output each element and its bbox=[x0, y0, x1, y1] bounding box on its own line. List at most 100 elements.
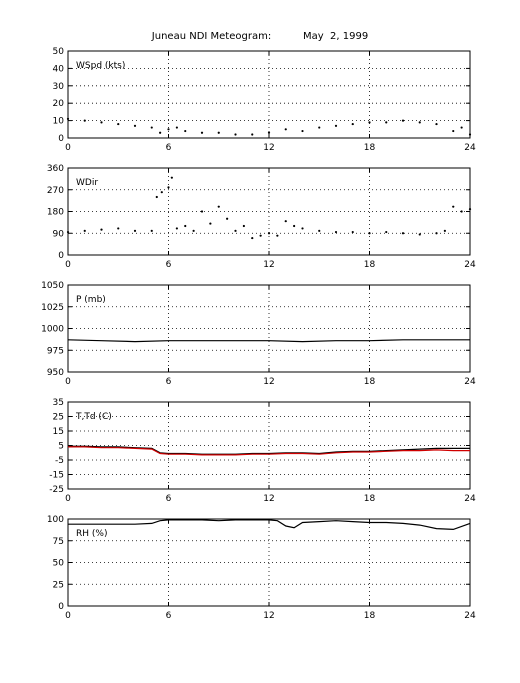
y-tick-label: 25 bbox=[53, 413, 64, 423]
data-point-wdir bbox=[226, 217, 229, 220]
x-tick-label: 12 bbox=[263, 611, 274, 621]
series-line-temp-1 bbox=[68, 446, 470, 456]
data-point-wspd bbox=[83, 119, 86, 122]
data-point-wdir bbox=[217, 205, 220, 208]
x-tick-label: 24 bbox=[464, 143, 476, 153]
panel-wdir: 0 6 12 18 24 0 90 180 270 360 WDir bbox=[47, 164, 476, 270]
x-tick-label: 24 bbox=[464, 611, 476, 621]
title-station: Juneau NDI Meteogram: bbox=[151, 31, 272, 42]
data-point-wdir bbox=[259, 234, 262, 237]
x-tick-label: 0 bbox=[65, 494, 71, 504]
axes-frame-wspd bbox=[67, 50, 471, 139]
x-tick-label: 0 bbox=[65, 377, 71, 387]
x-tick-label: 18 bbox=[364, 377, 376, 387]
series-line-rh-0 bbox=[68, 519, 471, 531]
x-tick-label: 24 bbox=[464, 377, 476, 387]
x-tick-label: 6 bbox=[166, 377, 172, 387]
y-tick-label: 20 bbox=[53, 99, 65, 109]
x-tick-label: 18 bbox=[364, 494, 376, 504]
data-point-wdir bbox=[318, 229, 321, 232]
data-point-wspd bbox=[452, 129, 455, 133]
data-point-wdir bbox=[200, 210, 204, 213]
y-tick-label: 975 bbox=[47, 346, 64, 356]
y-tick-label: 30 bbox=[53, 82, 65, 92]
data-point-wspd bbox=[284, 128, 287, 131]
x-tick-label: 12 bbox=[263, 260, 274, 270]
data-point-wdir bbox=[184, 224, 187, 228]
x-tick-label: 24 bbox=[464, 494, 476, 504]
data-point-wdir bbox=[234, 229, 237, 232]
data-point-wspd bbox=[66, 117, 70, 120]
data-point-wdir bbox=[468, 207, 472, 211]
data-point-wdir bbox=[418, 233, 421, 236]
data-point-wspd bbox=[435, 122, 438, 126]
x-tick-label: 6 bbox=[166, 494, 172, 504]
y-tick-label: 1025 bbox=[41, 303, 64, 313]
data-point-wspd bbox=[301, 129, 304, 133]
x-tick-label: 24 bbox=[464, 260, 476, 270]
panel-label-rh: RH (%) bbox=[76, 529, 107, 539]
data-point-wdir bbox=[435, 232, 438, 235]
data-point-wspd bbox=[117, 122, 120, 126]
panel-label-temp: T,Td (C) bbox=[75, 412, 112, 422]
data-point-wdir bbox=[83, 229, 86, 232]
data-point-wdir bbox=[133, 229, 137, 232]
data-point-wspd bbox=[251, 133, 254, 136]
series-line-pressure-0 bbox=[67, 339, 470, 343]
data-point-wdir bbox=[452, 205, 455, 208]
data-point-wspd bbox=[167, 128, 170, 131]
data-point-wdir bbox=[293, 224, 296, 228]
y-tick-label: 35 bbox=[53, 398, 64, 408]
y-tick-label: 10 bbox=[53, 117, 65, 127]
y-tick-label: 90 bbox=[53, 229, 65, 239]
data-point-wdir bbox=[160, 191, 163, 194]
series-line-temp-0 bbox=[68, 445, 470, 455]
title-date: May 2, 1999 bbox=[303, 31, 369, 42]
data-point-wdir bbox=[385, 230, 388, 234]
data-point-wspd bbox=[175, 126, 178, 129]
x-tick-label: 0 bbox=[65, 611, 71, 621]
data-point-wdir bbox=[443, 229, 446, 232]
data-point-wdir bbox=[351, 230, 354, 234]
panel-label-pressure: P (mb) bbox=[76, 295, 106, 305]
data-point-wspd bbox=[468, 133, 472, 136]
y-tick-label: -15 bbox=[49, 471, 64, 481]
x-tick-label: 6 bbox=[166, 143, 172, 153]
y-tick-label: 5 bbox=[58, 442, 64, 452]
y-tick-label: 100 bbox=[47, 515, 64, 525]
y-tick-label: 50 bbox=[53, 559, 65, 569]
chart-title: Juneau NDI Meteogram: May 2, 1999 bbox=[0, 31, 520, 42]
x-tick-label: 18 bbox=[364, 611, 376, 621]
x-tick-label: 0 bbox=[65, 260, 71, 270]
x-tick-label: 18 bbox=[364, 260, 376, 270]
y-tick-label: 75 bbox=[53, 537, 64, 547]
y-tick-label: 1000 bbox=[41, 325, 64, 335]
data-point-wspd bbox=[385, 121, 388, 124]
data-point-wspd bbox=[267, 131, 271, 134]
data-point-wdir bbox=[155, 195, 158, 199]
data-point-wspd bbox=[368, 121, 371, 124]
y-tick-label: 40 bbox=[53, 64, 65, 74]
x-tick-label: 18 bbox=[364, 143, 376, 153]
x-tick-label: 6 bbox=[166, 611, 172, 621]
data-point-wspd bbox=[318, 126, 321, 129]
data-point-wdir bbox=[150, 229, 153, 232]
y-tick-label: 0 bbox=[58, 134, 64, 144]
data-point-wspd bbox=[334, 124, 338, 127]
y-tick-label: 1050 bbox=[41, 281, 64, 291]
x-tick-label: 12 bbox=[263, 494, 274, 504]
data-point-wdir bbox=[117, 227, 120, 230]
panel-rh: 0 6 12 18 24 0 25 50 75 100 RH (%) bbox=[47, 515, 476, 621]
data-point-wspd bbox=[133, 124, 137, 127]
y-tick-label: 15 bbox=[53, 427, 64, 437]
y-tick-label: 50 bbox=[53, 47, 65, 57]
data-point-wspd bbox=[351, 122, 354, 126]
y-tick-label: -25 bbox=[49, 485, 64, 495]
y-tick-label: 0 bbox=[58, 251, 64, 261]
data-point-wspd bbox=[460, 126, 463, 129]
data-point-wdir bbox=[192, 229, 195, 232]
data-point-wdir bbox=[242, 224, 245, 228]
y-tick-label: 25 bbox=[53, 580, 64, 590]
data-point-wspd bbox=[159, 131, 162, 134]
x-tick-label: 12 bbox=[263, 143, 274, 153]
